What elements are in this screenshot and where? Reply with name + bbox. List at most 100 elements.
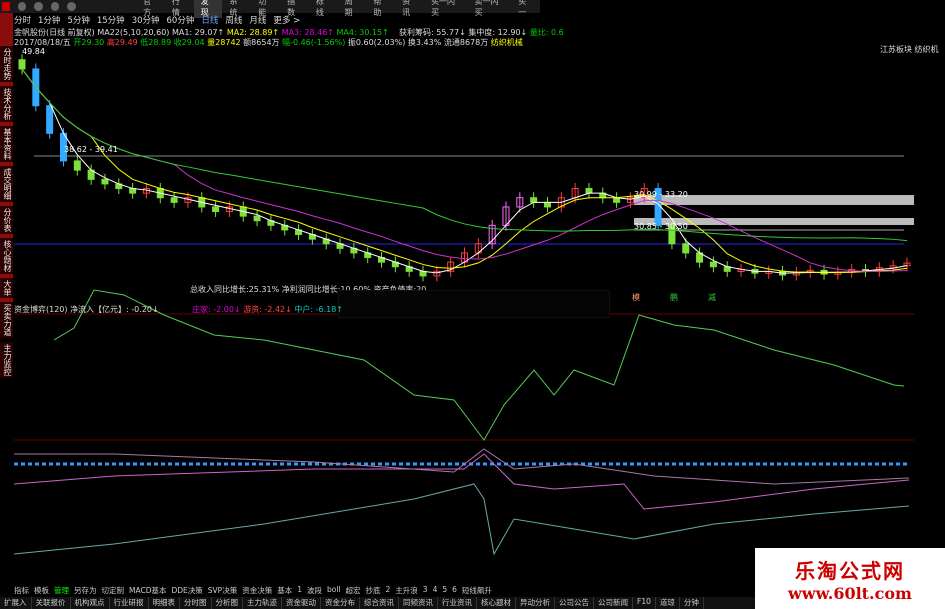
menu-item[interactable]: 行情 — [171, 0, 180, 17]
zhuangjia-value: 庄家: -2.00↓ — [192, 305, 241, 314]
price-annotation: 49.84 — [22, 47, 45, 56]
toolbar-button[interactable]: 扩展入 — [0, 597, 32, 609]
signal-marker: 鹏 — [670, 292, 678, 302]
menu-item[interactable]: 买一 — [518, 0, 527, 17]
menu-item[interactable]: 周期 — [344, 0, 353, 17]
toolbar-button[interactable]: 另存为 — [74, 586, 97, 595]
close: 收29.04 — [173, 38, 205, 47]
menu-item[interactable]: 发现 — [193, 0, 223, 18]
toolbar-button[interactable]: 分钟 — [680, 597, 704, 609]
float-shares: 流通8678万 — [443, 38, 489, 47]
period-tab[interactable]: 月线 — [249, 16, 267, 26]
toolbar-button[interactable]: 管理 — [54, 586, 69, 595]
low: 低28.89 — [140, 38, 172, 47]
period-tab[interactable]: 周线 — [225, 16, 243, 26]
candle — [530, 197, 538, 203]
menu-item[interactable]: 卖一闪买 — [474, 0, 499, 17]
period-tab[interactable]: 分时 — [14, 16, 32, 26]
amplitude: 振0.60(2.03%) — [347, 38, 406, 47]
window-button[interactable] — [34, 2, 43, 11]
sidebar-tab[interactable]: 分价表 — [0, 206, 13, 234]
toolbar-button[interactable]: 6 — [452, 585, 457, 594]
kline-chart[interactable]: 49.84 38.62 - 39.41 30.99 - 33.20 30.85 - 3… — [14, 44, 914, 574]
toolbar-button[interactable]: DDE决策 — [171, 586, 203, 595]
menu-item[interactable]: 买一闪买 — [431, 0, 456, 17]
indicator-title[interactable]: 资金博弈(120) — [14, 305, 68, 314]
toolbar-button[interactable]: 3 — [422, 585, 428, 594]
period-tab[interactable]: 60分钟 — [166, 16, 195, 26]
sidebar-tab[interactable]: 大单 — [0, 278, 13, 298]
signal-marker: 模 — [632, 292, 640, 302]
toolbar-button[interactable]: 资金分布 — [321, 597, 360, 609]
toolbar-button[interactable]: 超宏 — [345, 586, 361, 595]
indicator-line — [14, 483, 910, 556]
toolbar-button[interactable]: 同频资讯 — [399, 597, 438, 609]
toolbar-button[interactable]: boll — [326, 585, 341, 594]
toolbar-button[interactable]: 波段 — [306, 586, 322, 595]
price-annotation: 30.85 - 30.50 — [634, 222, 688, 231]
toolbar-button[interactable]: 核心题材 — [477, 597, 516, 609]
level-band — [634, 218, 914, 225]
indicator-line — [14, 448, 910, 485]
menu-item[interactable]: 官方 — [143, 0, 152, 17]
toolbar-button[interactable]: 行业研报 — [110, 597, 149, 609]
sidebar-tab[interactable]: 分时走势 — [0, 46, 13, 82]
high: 高29.49 — [106, 38, 138, 47]
sidebar-tab[interactable]: 买卖力道 — [0, 302, 13, 338]
date: 2017/08/18/五 — [14, 38, 71, 47]
toolbar-button[interactable]: 5 — [442, 585, 448, 594]
toolbar-button[interactable]: 1 — [297, 585, 302, 594]
toolbar-button[interactable]: SVP决策 — [207, 586, 238, 595]
toolbar-button[interactable]: 道琼 — [656, 597, 680, 609]
toolbar-button[interactable]: 关联报价 — [32, 597, 71, 609]
toolbar-button[interactable]: 公司新闻 — [594, 597, 633, 609]
toolbar-button[interactable]: 明细表 — [149, 597, 180, 609]
period-tab[interactable]: 日线 — [201, 16, 219, 26]
candle — [101, 178, 109, 185]
menu-item[interactable]: 资讯 — [402, 0, 411, 17]
window-button[interactable] — [50, 2, 60, 11]
toolbar-button[interactable]: 2 — [385, 585, 391, 594]
candle — [668, 224, 676, 245]
period-tab[interactable]: 30分钟 — [131, 16, 160, 26]
sidebar-tab[interactable]: 成交明细 — [0, 166, 13, 202]
menu-item[interactable]: 指数 — [287, 0, 296, 17]
toolbar-button[interactable]: MACD基本 — [129, 586, 167, 595]
toolbar-button[interactable]: 异动分析 — [516, 597, 555, 609]
candle — [682, 243, 690, 254]
sidebar-tab[interactable]: 基本资料 — [0, 126, 13, 162]
toolbar-button[interactable]: 分时图 — [180, 597, 212, 609]
window-button[interactable] — [17, 2, 27, 11]
toolbar-button[interactable]: 机构观点 — [71, 597, 110, 609]
toolbar-button[interactable]: 公司公告 — [555, 597, 594, 609]
sidebar-tab[interactable]: 主力监控 — [0, 342, 13, 378]
toolbar-button[interactable]: 主升浪 — [395, 586, 418, 595]
toolbar-button[interactable]: 综合资讯 — [360, 597, 399, 609]
sidebar-tab[interactable]: 技术分析 — [0, 86, 13, 122]
toolbar-button[interactable]: 分析图 — [212, 597, 243, 609]
toolbar-button[interactable]: 切定制 — [101, 586, 125, 595]
toolbar-button[interactable]: 抄底 — [365, 586, 381, 595]
toolbar-button[interactable]: 资金驱动 — [282, 597, 321, 609]
toolbar-button[interactable]: 主力轨迹 — [243, 597, 282, 609]
toolbar-button[interactable]: 4 — [432, 585, 438, 594]
period-tab[interactable]: 5分钟 — [67, 16, 90, 26]
menu-item[interactable]: 帮助 — [373, 0, 382, 17]
period-tab[interactable]: 更多 > — [273, 16, 301, 26]
window-button[interactable] — [67, 2, 77, 11]
toolbar-button[interactable]: 基本 — [277, 586, 293, 595]
toolbar-button[interactable]: 短线飙升 — [461, 586, 492, 595]
toolbar-button[interactable]: 模板 — [34, 586, 49, 595]
sector-label: 江苏板块 纺织机 — [880, 45, 939, 54]
ma4: MA4: 30.15↑ — [336, 28, 389, 37]
toolbar-button[interactable]: 资金决策 — [242, 586, 273, 595]
toolbar-button[interactable]: 行业资讯 — [438, 597, 477, 609]
toolbar-button[interactable]: F10 — [633, 597, 656, 609]
period-tab[interactable]: 1分钟 — [38, 16, 61, 26]
menu-item[interactable]: 功能 — [258, 0, 267, 17]
period-tab[interactable]: 15分钟 — [96, 16, 125, 26]
sidebar-tab[interactable]: 核心题材 — [0, 238, 13, 274]
toolbar-button[interactable]: 指标 — [14, 586, 29, 595]
menu-item[interactable]: 系统 — [229, 0, 238, 17]
menu-item[interactable]: 标线 — [315, 0, 324, 17]
